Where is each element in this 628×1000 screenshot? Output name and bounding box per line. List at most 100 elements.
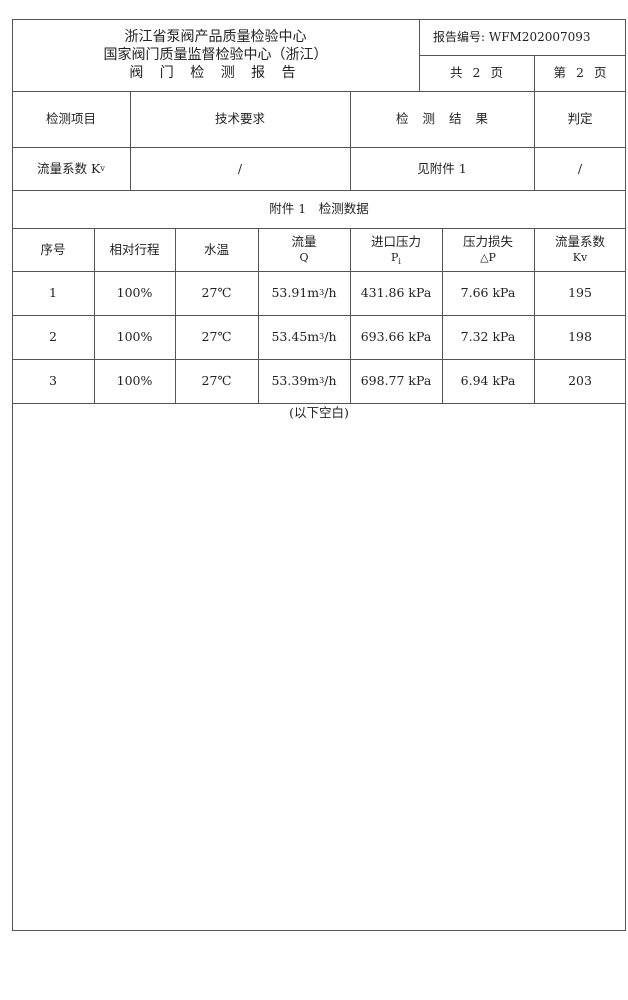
table-cell-kv: 198 [534,315,626,359]
table-cell-no: 1 [12,271,94,315]
cell-value: 1 [49,285,57,300]
table-cell-travel: 100% [94,359,175,403]
table-col-header: 压力损失 △P [442,228,534,271]
flow-unit-rest: /h [324,373,337,388]
table-cell-flow: 53.39 m 3/h [271,373,337,388]
col-header-symbol: Kv [573,250,587,266]
table-cell-temp: 27℃ [175,315,258,359]
org-name-2: 国家阀门质量监督检验中心（浙江） [103,47,328,63]
divider [12,228,626,229]
divider [12,147,626,148]
flow-value: 53.45 [271,329,308,344]
summary-result: 见附件 1 [417,160,467,176]
cell-value: 431.86 kPa [360,285,432,300]
table-cell-travel: 100% [94,315,175,359]
table-col-header: 序号 [12,228,94,271]
table-cell-loss: 7.66 kPa [442,271,534,315]
cell-value: 2 [49,329,57,344]
divider [419,55,626,56]
report-number: 报告编号: WFM202007093 [433,30,591,44]
col-header-label: 相对行程 [109,241,160,257]
cell-value: 27℃ [201,373,232,388]
cell-value: 27℃ [201,329,232,344]
col-header-symbol: Pi [391,250,401,266]
cell-value: 693.66 kPa [360,329,432,344]
cell-value: 698.77 kPa [360,373,432,388]
divider [12,190,626,191]
col-header-label: 流量 [291,233,317,249]
cell-value: 7.66 kPa [460,285,516,300]
divider [350,228,351,403]
table-cell-kv: 195 [534,271,626,315]
cell-value: 203 [568,373,592,388]
table-cell-no: 2 [12,315,94,359]
table-col-header: 流量系数 Kv [534,228,626,271]
symbol: △P [480,250,496,264]
divider [258,228,259,403]
symbol-subscript: i [398,256,401,266]
col-header-result: 检 测 结 果 [396,111,488,126]
divider [419,19,420,91]
table-col-header: 相对行程 [94,228,175,271]
symbol: Q [299,250,309,264]
symbol: Kv [572,250,588,264]
cell-value: 7.32 kPa [460,329,516,344]
flow-unit: m [307,329,320,344]
divider [12,271,626,272]
cell-value: 100% [116,373,153,388]
table-cell-inlet: 431.86 kPa [350,271,442,315]
col-header-symbol: △P [480,250,496,266]
table-cell-flow: 53.45 m 3/h [271,329,337,344]
col-header-label: 流量系数 [554,233,605,249]
divider [12,91,626,92]
divider [130,91,131,190]
divider [175,228,176,403]
blank-note: (以下空白) [289,405,349,420]
table-cell-flow: 53.91 m 3/h [271,285,337,300]
table-cell-inlet: 693.66 kPa [350,315,442,359]
cell-value: 100% [116,285,153,300]
divider [12,403,626,404]
flow-unit-rest: /h [324,285,337,300]
flow-value: 53.39 [271,373,308,388]
summary-verdict: / [577,160,583,176]
table-cell-kv: 203 [534,359,626,403]
col-header-symbol: Q [299,250,308,266]
divider [12,359,626,360]
cell-value: 27℃ [201,285,232,300]
summary-requirement: / [237,160,243,176]
flow-value: 53.91 [271,285,308,300]
current-page: 第 2 页 [553,65,607,80]
report-header: 浙江省泵阀产品质量检验中心 国家阀门质量监督检验中心（浙江） 阀 门 检 测 报… [12,19,419,91]
cell-value: 6.94 kPa [460,373,516,388]
cell-value: 198 [568,329,592,344]
table-cell-temp: 27℃ [175,359,258,403]
table-cell-travel: 100% [94,271,175,315]
cell-value: 3 [49,373,57,388]
col-header-label: 水温 [203,241,229,257]
table-cell-no: 3 [12,359,94,403]
col-header-item: 检测项目 [45,111,96,126]
table-cell-loss: 7.32 kPa [442,315,534,359]
symbol: P [391,250,399,264]
table-cell-inlet: 698.77 kPa [350,359,442,403]
flow-unit-rest: /h [324,329,337,344]
flow-unit: m [307,285,320,300]
table-cell-temp: 27℃ [175,271,258,315]
divider [534,228,535,403]
report-frame [12,19,626,931]
col-header-label: 序号 [40,241,66,257]
table-cell-loss: 6.94 kPa [442,359,534,403]
cell-value: 100% [116,329,153,344]
divider [534,55,535,190]
divider [350,91,351,190]
table-col-header: 流量 Q [258,228,350,271]
attachment-title: 附件 1 检测数据 [269,201,369,216]
org-name-1: 浙江省泵阀产品质量检验中心 [124,29,307,45]
table-col-header: 水温 [175,228,258,271]
col-header-verdict: 判定 [567,111,593,126]
report-title: 阀 门 检 测 报 告 [129,65,302,81]
cell-value: 195 [568,285,592,300]
col-header-label: 进口压力 [370,233,421,249]
